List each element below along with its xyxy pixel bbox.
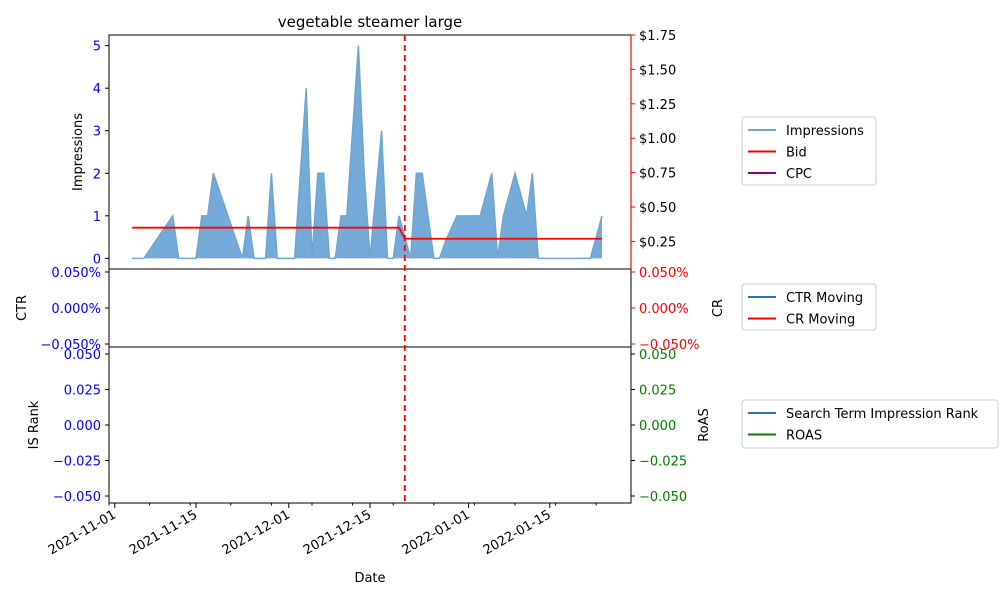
x-tick-label: 2021-11-15 [127,507,200,558]
y2-tick-label: $1.00 [639,132,676,147]
cr-axis-label: CR [711,299,726,317]
x-tick-label: 2021-12-01 [220,507,293,558]
y-tick-label: 1 [93,210,101,225]
x-tick-label: 2022-01-01 [400,507,473,558]
y-tick-label: 2 [93,167,101,182]
legend-box [741,116,877,186]
chart-title: vegetable steamer large [278,13,463,31]
y-tick-label: 3 [93,125,101,140]
rank-tick-label: −0.050 [53,490,101,505]
ctr-tick-label: 0.000% [51,302,101,317]
y-tick-label: 5 [93,40,101,55]
x-tick-label: 2022-01-15 [481,507,554,558]
y2-tick-label: $0.75 [639,167,676,182]
roas-axis-label: RoAS [697,408,712,442]
impressions-line [132,45,603,260]
plot-frame-2 [108,268,632,348]
y2-tick-label: $0.25 [639,235,676,250]
y2-tick-label: $1.25 [639,98,676,113]
impressions-axis-label: Impressions [71,113,86,191]
rank-tick-label: 0.025 [64,384,101,399]
ctr-axis-label: CTR [15,295,30,321]
roas-tick-label: −0.050 [639,490,687,505]
rank-tick-label: 0.050 [64,348,101,363]
plot-frame-1 [108,34,632,270]
is-rank-axis-label: IS Rank [27,400,42,449]
x-tick-label: 2021-11-01 [46,507,119,558]
legend-label: ROAS [786,429,822,444]
y-tick-label: 0 [93,252,101,267]
legend-label: Search Term Impression Rank [786,407,979,422]
rank-tick-label: 0.000 [64,419,101,434]
legend-label: Impressions [786,124,864,139]
roas-tick-label: 0.000 [639,419,676,434]
cr-tick-label: −0.050% [639,338,699,353]
roas-tick-label: 0.050 [639,348,676,363]
legend-label: CPC [786,167,812,182]
rank-tick-label: −0.025 [53,455,101,470]
legend-label: CTR Moving [786,291,863,306]
legend-box [741,399,999,449]
roas-tick-label: −0.025 [639,455,687,470]
bid-line [132,226,602,240]
y2-tick-label: $0.50 [639,201,676,216]
plot-frame-3 [108,346,632,504]
impressions-area [132,45,602,259]
cr-tick-label: 0.000% [639,302,689,317]
ctr-tick-label: −0.050% [41,338,101,353]
legend-label: Bid [786,146,807,161]
y2-tick-label: $1.75 [639,29,676,44]
y2-tick-label: $1.50 [639,63,676,78]
ctr-tick-label: 0.050% [51,266,101,281]
x-tick-label: 2021-12-15 [301,507,374,558]
cr-tick-label: 0.050% [639,266,689,281]
roas-tick-label: 0.025 [639,384,676,399]
legend-label: CR Moving [786,313,855,328]
y-tick-label: 4 [93,82,101,97]
x-axis-label: Date [354,571,385,586]
